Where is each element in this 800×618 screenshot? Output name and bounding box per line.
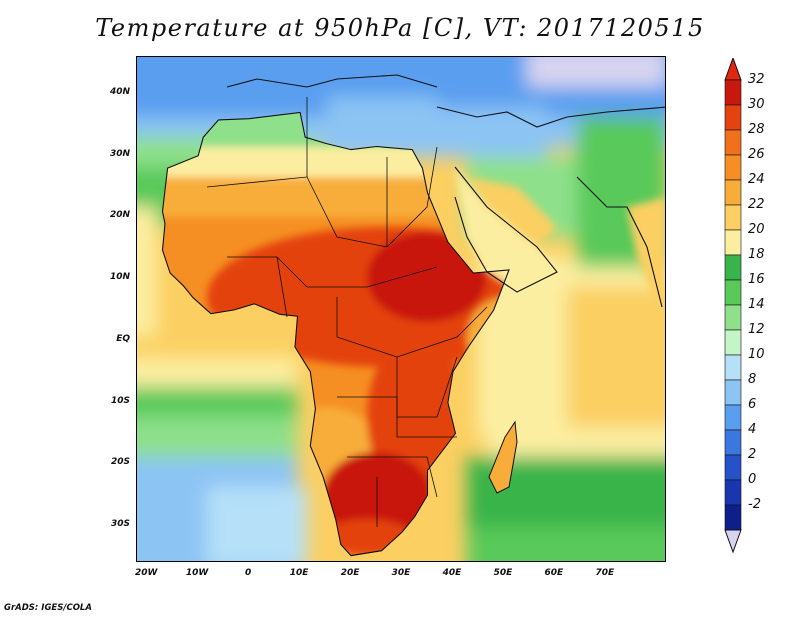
colorbar-label: 12 <box>748 322 765 337</box>
colorbar-segment <box>724 329 742 356</box>
colorbar-segment <box>724 404 742 431</box>
colorbar-segment <box>724 79 742 106</box>
lat-tick-label: 30S <box>110 518 130 529</box>
lon-tick-label: 40E <box>442 568 462 578</box>
colorbar-segment <box>724 454 742 481</box>
colorbar-label: -2 <box>748 497 761 512</box>
colorbar-segment <box>724 479 742 506</box>
colorbar-label: 6 <box>748 397 757 412</box>
colorbar-label: 20 <box>748 222 765 237</box>
colorbar-segment <box>724 429 742 456</box>
ocean-field <box>137 57 665 561</box>
colorbar-segment <box>724 204 742 231</box>
colorbar-label: 14 <box>748 297 765 312</box>
lon-tick-label: 10W <box>185 568 209 578</box>
colorbar-segment <box>724 354 742 381</box>
colorbar-label: 18 <box>748 247 765 262</box>
lon-tick-label: 20W <box>134 568 158 578</box>
lon-tick-label: 10E <box>289 568 309 578</box>
colorbar-label: 26 <box>748 147 765 162</box>
colorbar <box>724 58 742 554</box>
colorbar-label: 0 <box>748 472 757 487</box>
lon-tick-label: 70E <box>595 568 615 578</box>
colorbar-segment <box>724 104 742 131</box>
colorbar-segment <box>724 254 742 281</box>
map-title: Temperature at 950hPa [C], VT: 201712051… <box>95 14 705 42</box>
lon-tick-label: 60E <box>544 568 564 578</box>
colorbar-label: 22 <box>748 197 765 212</box>
colorbar-segment <box>724 154 742 181</box>
colorbar-under-arrow <box>724 529 742 554</box>
colorbar-label: 16 <box>748 272 765 287</box>
colorbar-segment <box>724 304 742 331</box>
colorbar-over-arrow <box>724 58 742 81</box>
lon-tick-label: 0 <box>244 568 252 578</box>
lat-tick-label: EQ <box>116 333 130 344</box>
lat-tick-label: 20N <box>109 210 130 221</box>
lat-tick-label: 10S <box>110 395 130 406</box>
colorbar-label: 2 <box>748 447 757 462</box>
colorbar-label: 8 <box>748 372 757 387</box>
colorbar-label: 10 <box>748 347 765 362</box>
colorbar-segment <box>724 129 742 156</box>
map-canvas <box>137 57 665 561</box>
lon-tick-label: 30E <box>391 568 411 578</box>
lat-tick-label: 20S <box>110 457 130 468</box>
coastlines <box>161 74 665 557</box>
colorbar-label: 28 <box>748 122 765 137</box>
temperature-map <box>136 56 666 562</box>
lat-tick-label: 30N <box>109 148 130 159</box>
colorbar-label: 4 <box>748 422 757 437</box>
colorbar-label: 32 <box>748 72 765 87</box>
lon-tick-label: 20E <box>340 568 360 578</box>
colorbar-segment <box>724 279 742 306</box>
country-borders <box>206 97 488 527</box>
colorbar-segment <box>724 229 742 256</box>
madagascar <box>488 420 518 494</box>
colorbar-segment <box>724 179 742 206</box>
colorbar-label: 24 <box>748 172 765 187</box>
grads-credit: GrADS: IGES/COLA <box>4 603 92 613</box>
lat-tick-label: 40N <box>109 87 130 98</box>
colorbar-segment <box>724 504 742 531</box>
lon-tick-label: 50E <box>493 568 513 578</box>
lat-tick-label: 10N <box>109 272 130 283</box>
colorbar-segment <box>724 379 742 406</box>
colorbar-label: 30 <box>748 97 765 112</box>
